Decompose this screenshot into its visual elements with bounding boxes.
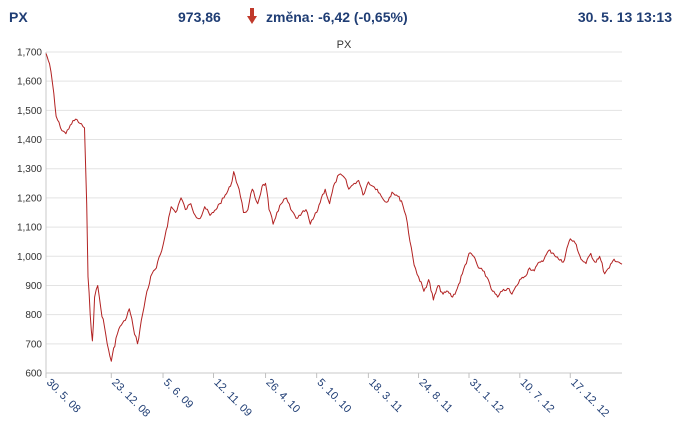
y-tick-label: 1,600 [17, 77, 42, 88]
index-value: 973,86 [178, 9, 221, 25]
index-name: PX [9, 9, 28, 25]
y-tick-label: 900 [25, 281, 42, 292]
x-tick-label: 17. 12. 12 [568, 377, 611, 420]
y-tick-label: 1,500 [17, 106, 42, 117]
quote-header: PX 973,86 změna: -6,42 (-0,65%) 30. 5. 1… [0, 0, 688, 32]
x-tick-label: 18. 3. 11 [366, 377, 404, 415]
x-tick-label: 30. 5. 08 [44, 377, 83, 416]
x-tick-label: 12. 11. 09 [211, 377, 254, 420]
x-tick-label: 31. 1. 12 [467, 377, 506, 416]
x-tick-label: 23. 12. 08 [109, 377, 152, 420]
y-tick-label: 1,300 [17, 164, 42, 175]
y-tick-label: 1,100 [17, 223, 42, 234]
y-tick-label: 1,000 [17, 252, 42, 263]
x-tick-label: 24. 8. 11 [416, 377, 454, 415]
arrow-down-icon [247, 8, 257, 24]
x-tick-label: 10. 7. 12 [518, 377, 557, 416]
x-tick-label: 5. 6. 09 [161, 377, 195, 411]
change-text: změna: -6,42 (-0,65%) [266, 9, 408, 25]
series-line-px [45, 53, 623, 362]
chart-title: PX [337, 39, 352, 51]
x-tick-label: 26. 4. 10 [263, 377, 302, 416]
y-tick-label: 1,400 [17, 135, 42, 146]
y-tick-label: 1,700 [17, 48, 42, 59]
quote-datetime: 30. 5. 13 13:13 [577, 9, 672, 25]
y-tick-label: 700 [25, 339, 42, 350]
y-tick-label: 1,200 [17, 193, 42, 204]
y-tick-label: 800 [25, 310, 42, 321]
y-tick-label: 600 [25, 369, 42, 380]
x-tick-label: 5. 10. 10 [315, 377, 354, 416]
